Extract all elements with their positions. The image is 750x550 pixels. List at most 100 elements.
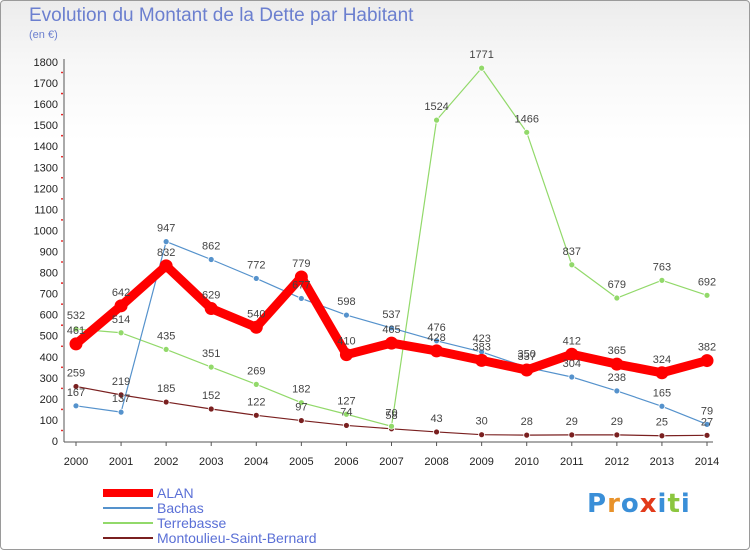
- data-point-alan: [475, 353, 489, 367]
- data-point-alan: [249, 320, 263, 334]
- logo-letter: i: [680, 489, 691, 519]
- data-label-terrebasse: 692: [698, 276, 716, 288]
- y-tick-label: 300: [40, 373, 58, 385]
- data-label-bachas: 79: [701, 405, 713, 417]
- logo-letter: i: [657, 489, 668, 519]
- data-point-montoulieu-saint-bernard: [72, 383, 80, 390]
- data-point-terrebasse: [388, 422, 395, 430]
- legend-label-bachas: Bachas: [157, 500, 204, 516]
- y-minor-tick: [61, 113, 63, 116]
- y-minor-tick: [61, 324, 63, 327]
- chart-title: Evolution du Montant de la Dette par Hab…: [29, 5, 414, 26]
- data-point-montoulieu-saint-bernard: [658, 432, 666, 440]
- data-label-bachas: 772: [247, 259, 265, 271]
- y-tick-label: 1500: [34, 120, 58, 132]
- x-tick-label: 2004: [244, 456, 268, 468]
- y-minor-tick: [61, 176, 63, 179]
- data-label-bachas: 350: [518, 348, 536, 360]
- data-label-alan: 540: [247, 308, 265, 320]
- data-point-alan: [204, 302, 218, 316]
- x-tick-label: 2003: [199, 456, 223, 468]
- data-label-montoulieu-saint-bernard: 27: [701, 416, 713, 428]
- data-point-montoulieu-saint-bernard: [613, 431, 621, 439]
- y-tick-label: 1200: [34, 183, 58, 195]
- data-point-bachas: [613, 387, 621, 395]
- data-label-alan: 461: [67, 325, 85, 337]
- data-label-montoulieu-saint-bernard: 97: [295, 402, 307, 414]
- data-point-montoulieu-saint-bernard: [523, 431, 531, 439]
- data-label-bachas: 238: [608, 372, 626, 384]
- data-label-montoulieu-saint-bernard: 25: [656, 417, 668, 429]
- data-label-alan: 629: [202, 290, 220, 302]
- y-tick-label: 400: [40, 352, 58, 364]
- x-tick-label: 2006: [334, 456, 358, 468]
- y-tick-label: 800: [40, 268, 58, 280]
- data-point-alan: [385, 336, 398, 350]
- y-minor-tick: [61, 92, 63, 95]
- x-tick-label: 2001: [109, 456, 133, 468]
- data-label-bachas: 165: [653, 387, 671, 399]
- logo-letter: r: [607, 489, 621, 519]
- y-minor-tick: [61, 197, 63, 200]
- data-label-montoulieu-saint-bernard: 74: [340, 406, 352, 418]
- data-label-terrebasse: 1466: [514, 113, 538, 125]
- data-point-terrebasse: [613, 294, 621, 302]
- data-point-bachas: [388, 324, 395, 332]
- data-label-alan: 642: [112, 287, 130, 299]
- data-label-montoulieu-saint-bernard: 43: [430, 413, 442, 425]
- data-label-montoulieu-saint-bernard: 28: [521, 416, 533, 428]
- data-label-montoulieu-saint-bernard: 29: [566, 416, 578, 428]
- data-point-montoulieu-saint-bernard: [568, 431, 576, 439]
- data-label-montoulieu-saint-bernard: 58: [385, 410, 397, 422]
- data-label-bachas: 137: [112, 393, 130, 405]
- data-point-alan: [610, 357, 624, 371]
- data-point-bachas: [433, 337, 440, 345]
- data-label-alan: 779: [292, 258, 310, 270]
- data-label-bachas: 947: [157, 223, 175, 235]
- y-minor-tick: [61, 219, 63, 221]
- x-tick-label: 2012: [605, 456, 629, 468]
- data-label-terrebasse: 679: [608, 279, 626, 291]
- y-minor-tick: [61, 261, 63, 263]
- data-point-montoulieu-saint-bernard: [162, 398, 170, 406]
- data-label-montoulieu-saint-bernard: 259: [67, 367, 85, 379]
- data-label-alan: 428: [427, 332, 445, 344]
- data-point-terrebasse: [72, 325, 80, 333]
- data-label-alan: 832: [157, 247, 175, 259]
- proxiti-logo: Proxiti: [587, 489, 691, 519]
- y-tick-label: 1600: [34, 99, 58, 111]
- y-minor-tick: [61, 387, 63, 390]
- data-point-alan: [339, 348, 353, 362]
- data-label-terrebasse: 435: [157, 330, 175, 342]
- data-point-terrebasse: [162, 346, 170, 353]
- y-tick-label: 500: [40, 331, 58, 343]
- data-label-bachas: 476: [427, 322, 445, 334]
- data-label-alan: 365: [608, 345, 626, 357]
- y-minor-tick: [61, 282, 63, 284]
- data-label-montoulieu-saint-bernard: 30: [476, 416, 488, 428]
- y-minor-tick: [61, 240, 63, 242]
- data-label-bachas: 537: [382, 309, 400, 321]
- x-tick-label: 2008: [424, 456, 448, 468]
- data-label-montoulieu-saint-bernard: 219: [112, 376, 130, 388]
- logo-letter: P: [587, 489, 608, 519]
- data-label-terrebasse: 70: [385, 407, 397, 419]
- data-label-bachas: 304: [563, 358, 581, 370]
- data-point-montoulieu-saint-bernard: [117, 391, 125, 399]
- y-tick-label: 1000: [34, 225, 58, 237]
- data-point-terrebasse: [523, 128, 531, 136]
- y-minor-tick: [61, 408, 63, 411]
- x-tick-label: 2000: [64, 456, 88, 468]
- x-tick-label: 2009: [469, 456, 493, 468]
- data-label-montoulieu-saint-bernard: 185: [157, 383, 175, 395]
- y-tick-label: 700: [40, 289, 58, 301]
- x-tick-label: 2014: [695, 456, 719, 468]
- x-tick-label: 2013: [650, 456, 674, 468]
- data-point-alan: [565, 347, 579, 361]
- legend-label-alan: ALAN: [157, 485, 194, 501]
- data-point-terrebasse: [252, 380, 260, 388]
- data-label-bachas: 862: [202, 241, 220, 253]
- x-tick-label: 2010: [514, 456, 538, 468]
